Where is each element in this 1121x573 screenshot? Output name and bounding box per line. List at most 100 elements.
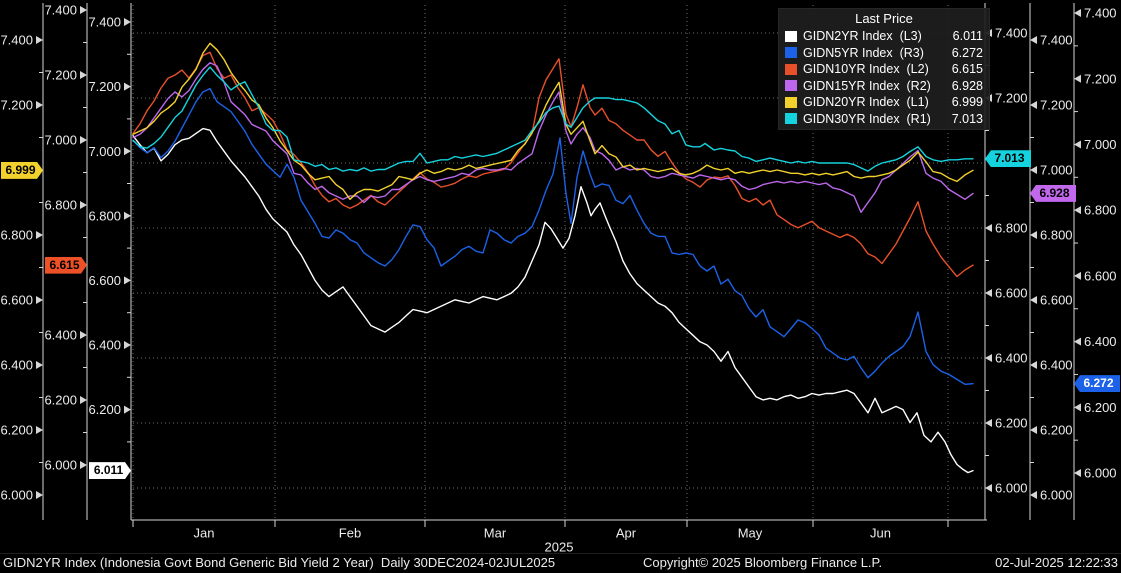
axis-badge-R1: 7.013: [985, 150, 1031, 168]
axis-tick-arrow: [1074, 74, 1081, 83]
axis-tick-label: 7.000: [44, 133, 77, 148]
axis-tick-arrow: [1074, 271, 1081, 280]
axis-tick-label: 6.600: [995, 286, 1028, 301]
axis-tick-arrow: [1074, 469, 1081, 478]
legend-row-gidn20yr[interactable]: GIDN20YR Index (L1) 6.999: [785, 94, 983, 111]
axis-tick-label: 6.200: [44, 393, 77, 408]
y-axis-L2: 7.400 7.200 7.000 6.800 6.400 6.200 6.000: [44, 3, 88, 520]
axis-tick-arrow: [1074, 403, 1081, 412]
status-bar: GIDN2YR Index (Indonesia Govt Bond Gener…: [0, 553, 1121, 573]
legend-row-label: GIDN10YR Index (L2): [803, 62, 929, 77]
legend-title: Last Price: [855, 11, 913, 26]
axis-tick-arrow: [124, 82, 131, 91]
axis-tick-arrow: [1030, 231, 1037, 239]
axis-tick-arrow: [36, 231, 43, 239]
axis-tick-label: 6.000: [44, 458, 77, 473]
axis-tick-arrow: [1074, 9, 1081, 17]
legend-row-value: 6.272: [951, 45, 983, 60]
axis-tick-arrow: [36, 36, 43, 44]
axis-tick-arrow: [80, 331, 87, 339]
axis-tick-arrow: [1074, 206, 1081, 215]
axis-tick-label: 7.200: [0, 98, 33, 113]
x-axis-label-may: May: [738, 526, 763, 541]
axis-tick-arrow: [1030, 491, 1037, 499]
series-line-gidn2yr-index[interactable]: [132, 127, 974, 474]
axis-tick-label: 7.000: [88, 144, 121, 159]
axis-tick-label: 7.400: [995, 26, 1028, 41]
x-axis-label-jun: Jun: [870, 526, 891, 541]
axis-tick-arrow: [36, 296, 43, 304]
axis-badge-L1: 6.999: [1, 161, 43, 179]
footer-description: GIDN2YR Index (Indonesia Govt Bond Gener…: [3, 555, 556, 570]
chart-canvas[interactable]: 7.400 7.200 6.800 6.600 6.400 6.200 6.000 7.400…: [0, 0, 1121, 553]
footer-timestamp: 02-Jul-2025 12:22:33: [995, 555, 1118, 570]
series-line-gidn5yr-index[interactable]: [132, 87, 974, 385]
series-color-swatch: [785, 96, 797, 108]
axis-tick-label: 6.400: [1084, 334, 1117, 349]
series-color-swatch: [785, 113, 797, 125]
legend-row-label: GIDN30YR Index (R1): [803, 111, 931, 126]
series-color-swatch: [785, 80, 797, 92]
axis-tick-label: 7.400: [88, 15, 121, 30]
axis-tick-arrow: [1030, 296, 1037, 304]
legend-row-gidn5yr[interactable]: GIDN5YR Index (R3) 6.272: [785, 45, 983, 62]
series-line-gidn15yr-index[interactable]: [132, 62, 974, 214]
axis-tick-arrow: [80, 461, 87, 469]
axis-tick-arrow: [1030, 36, 1037, 44]
axis-tick-label: 6.600: [1040, 293, 1073, 308]
axis-tick-label: 7.400: [44, 3, 77, 18]
axis-tick-label: 6.200: [995, 416, 1028, 431]
axis-tick-arrow: [36, 101, 43, 109]
x-axis-label-feb: Feb: [339, 526, 361, 541]
axis-tick-arrow: [124, 147, 131, 156]
axis-tick-label: 6.800: [995, 221, 1028, 236]
axis-tick-arrow: [124, 341, 131, 349]
axis-tick-arrow: [1074, 140, 1081, 149]
series-line-gidn10yr-index[interactable]: [132, 51, 974, 278]
y-axis-R2: 7.400 7.200 7.000 6.800 6.600 6.400 6.200 6.000: [1029, 3, 1073, 520]
axis-tick-label: 6.800: [0, 228, 33, 243]
x-axis-label-jan: Jan: [194, 526, 215, 541]
series-line-gidn20yr-index[interactable]: [132, 42, 974, 201]
axis-tick-arrow: [1030, 101, 1037, 109]
legend-row-gidn15yr[interactable]: GIDN15YR Index (R2) 6.928: [785, 78, 983, 95]
axis-tick-label: 6.000: [1040, 488, 1073, 503]
axis-badge-R3: 6.272: [1074, 375, 1120, 393]
axis-badge-L2: 6.615: [45, 256, 87, 274]
axis-tick-arrow: [985, 289, 992, 297]
axis-tick-arrow: [124, 405, 131, 414]
legend-row-gidn30yr[interactable]: GIDN30YR Index (R1) 7.013: [785, 111, 983, 128]
axis-tick-arrow: [80, 396, 87, 404]
axis-tick-label: 6.800: [1084, 203, 1117, 218]
series-color-swatch: [785, 63, 797, 75]
axis-tick-arrow: [36, 361, 43, 369]
axis-tick-label: 6.800: [88, 208, 121, 223]
legend-row-label: GIDN5YR Index (R3): [803, 45, 924, 60]
legend-row-gidn2yr[interactable]: GIDN2YR Index (L3) 6.011: [785, 28, 983, 45]
axis-tick-arrow: [985, 419, 992, 427]
axis-badge-R2: 6.928: [1030, 184, 1076, 202]
x-axis-label-apr: Apr: [616, 526, 637, 541]
series-color-swatch: [785, 47, 797, 59]
axis-tick-label: 6.200: [1084, 400, 1117, 415]
legend-row-label: GIDN15YR Index (R2): [803, 78, 931, 93]
axis-tick-label: 6.000: [995, 481, 1028, 496]
axis-badge-L3: 6.011: [89, 462, 131, 480]
axis-tick-label: 6.400: [1040, 358, 1073, 373]
axis-tick-arrow: [1030, 361, 1037, 369]
axis-tick-arrow: [124, 18, 131, 26]
axis-tick-arrow: [80, 136, 87, 144]
axis-tick-arrow: [985, 484, 992, 492]
legend-rows: GIDN2YR Index (L3) 6.011 GIDN5YR Index (R3…: [785, 28, 983, 127]
axis-tick-label: 6.800: [1040, 228, 1073, 243]
legend-row-value: 6.928: [951, 78, 983, 93]
legend-row-label: GIDN20YR Index (L1): [803, 95, 929, 110]
y-axis-L3: 7.400 7.200 7.000 6.800 6.600 6.400 6.200: [88, 3, 132, 520]
series-line-gidn30yr-index[interactable]: [132, 66, 974, 172]
y-axis-R1: 7.400 7.200 6.800 6.600 6.400 6.200 6.000: [984, 3, 1028, 520]
legend-row-gidn10yr[interactable]: GIDN10YR Index (L2) 6.615: [785, 61, 983, 78]
axis-tick-arrow: [985, 354, 992, 362]
axis-tick-label: 7.400: [0, 33, 33, 48]
axis-tick-label: 6.400: [995, 351, 1028, 366]
